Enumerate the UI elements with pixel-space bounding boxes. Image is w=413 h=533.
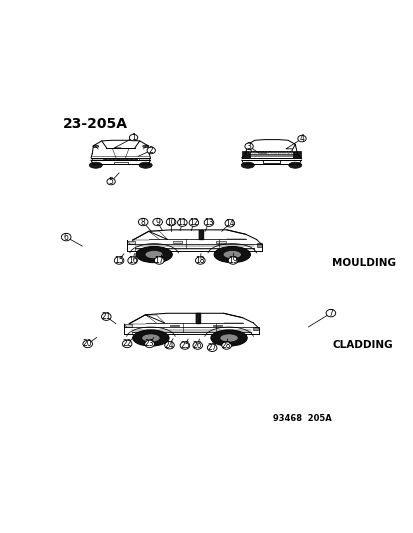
Text: 5: 5 bbox=[108, 177, 113, 186]
FancyBboxPatch shape bbox=[92, 158, 103, 160]
Ellipse shape bbox=[93, 145, 99, 148]
Ellipse shape bbox=[145, 251, 163, 259]
Text: 20: 20 bbox=[83, 340, 92, 349]
FancyBboxPatch shape bbox=[256, 243, 261, 247]
FancyBboxPatch shape bbox=[241, 151, 249, 158]
Ellipse shape bbox=[297, 135, 306, 142]
Ellipse shape bbox=[219, 334, 237, 342]
Ellipse shape bbox=[61, 233, 71, 241]
Text: MOULDING: MOULDING bbox=[332, 258, 396, 268]
FancyBboxPatch shape bbox=[123, 324, 132, 327]
Text: 27: 27 bbox=[207, 343, 216, 352]
Ellipse shape bbox=[325, 309, 335, 317]
Ellipse shape bbox=[114, 257, 123, 264]
Ellipse shape bbox=[139, 162, 152, 168]
FancyBboxPatch shape bbox=[104, 158, 137, 160]
Text: 19: 19 bbox=[228, 256, 237, 265]
Text: 15: 15 bbox=[114, 256, 123, 265]
FancyBboxPatch shape bbox=[138, 158, 149, 160]
Text: 4: 4 bbox=[299, 134, 304, 143]
Text: 25: 25 bbox=[180, 341, 189, 350]
Ellipse shape bbox=[288, 162, 301, 168]
Text: 23: 23 bbox=[145, 340, 154, 349]
Ellipse shape bbox=[164, 342, 174, 349]
Ellipse shape bbox=[145, 340, 154, 348]
Text: 28: 28 bbox=[221, 341, 231, 350]
Ellipse shape bbox=[177, 219, 187, 227]
Text: 9: 9 bbox=[155, 217, 160, 227]
Ellipse shape bbox=[210, 330, 247, 346]
Text: 18: 18 bbox=[195, 256, 204, 265]
Text: 3: 3 bbox=[246, 142, 251, 151]
Ellipse shape bbox=[180, 342, 189, 349]
Ellipse shape bbox=[101, 313, 111, 320]
Ellipse shape bbox=[138, 219, 147, 226]
Text: 12: 12 bbox=[189, 218, 198, 227]
Ellipse shape bbox=[135, 246, 172, 263]
Text: 17: 17 bbox=[154, 256, 164, 265]
Text: 16: 16 bbox=[128, 256, 137, 265]
Ellipse shape bbox=[225, 220, 234, 227]
Text: 10: 10 bbox=[166, 217, 176, 227]
Ellipse shape bbox=[166, 219, 176, 226]
Ellipse shape bbox=[214, 246, 250, 263]
Text: 22: 22 bbox=[122, 340, 132, 349]
Ellipse shape bbox=[107, 179, 115, 185]
Ellipse shape bbox=[129, 134, 138, 141]
Ellipse shape bbox=[152, 219, 162, 226]
Text: 14: 14 bbox=[225, 219, 234, 228]
Text: 26: 26 bbox=[192, 341, 202, 350]
Ellipse shape bbox=[83, 340, 92, 348]
Ellipse shape bbox=[133, 330, 169, 346]
FancyBboxPatch shape bbox=[169, 325, 179, 326]
Text: 2: 2 bbox=[149, 146, 153, 155]
Ellipse shape bbox=[204, 219, 213, 227]
Ellipse shape bbox=[128, 257, 137, 264]
Ellipse shape bbox=[244, 143, 253, 150]
Ellipse shape bbox=[223, 251, 241, 259]
Text: 7: 7 bbox=[328, 309, 332, 318]
Ellipse shape bbox=[122, 340, 132, 348]
FancyBboxPatch shape bbox=[292, 151, 301, 158]
Text: 6: 6 bbox=[64, 232, 69, 241]
Text: 1: 1 bbox=[131, 133, 135, 142]
Ellipse shape bbox=[241, 162, 254, 168]
Ellipse shape bbox=[192, 342, 202, 349]
Ellipse shape bbox=[189, 219, 198, 227]
Text: 23-205A: 23-205A bbox=[63, 117, 128, 131]
FancyBboxPatch shape bbox=[173, 241, 182, 243]
FancyBboxPatch shape bbox=[127, 240, 135, 244]
Ellipse shape bbox=[147, 147, 155, 154]
Ellipse shape bbox=[89, 162, 102, 168]
FancyBboxPatch shape bbox=[212, 325, 222, 326]
Text: 24: 24 bbox=[164, 341, 174, 350]
Ellipse shape bbox=[228, 257, 237, 264]
Ellipse shape bbox=[142, 334, 159, 342]
Text: CLADDING: CLADDING bbox=[332, 340, 392, 350]
Text: 8: 8 bbox=[140, 217, 145, 227]
Ellipse shape bbox=[221, 342, 231, 349]
Polygon shape bbox=[199, 230, 203, 239]
Ellipse shape bbox=[195, 257, 204, 264]
Text: 11: 11 bbox=[177, 218, 187, 227]
Ellipse shape bbox=[154, 257, 164, 264]
Ellipse shape bbox=[207, 344, 216, 351]
Ellipse shape bbox=[142, 145, 148, 148]
Text: 93468  205A: 93468 205A bbox=[272, 414, 330, 423]
FancyBboxPatch shape bbox=[253, 327, 258, 330]
Polygon shape bbox=[196, 313, 199, 323]
FancyBboxPatch shape bbox=[216, 241, 225, 243]
Text: 13: 13 bbox=[204, 218, 213, 227]
Text: 21: 21 bbox=[101, 312, 111, 321]
Text: CHRYSLER CONCORDE: CHRYSLER CONCORDE bbox=[249, 151, 293, 155]
